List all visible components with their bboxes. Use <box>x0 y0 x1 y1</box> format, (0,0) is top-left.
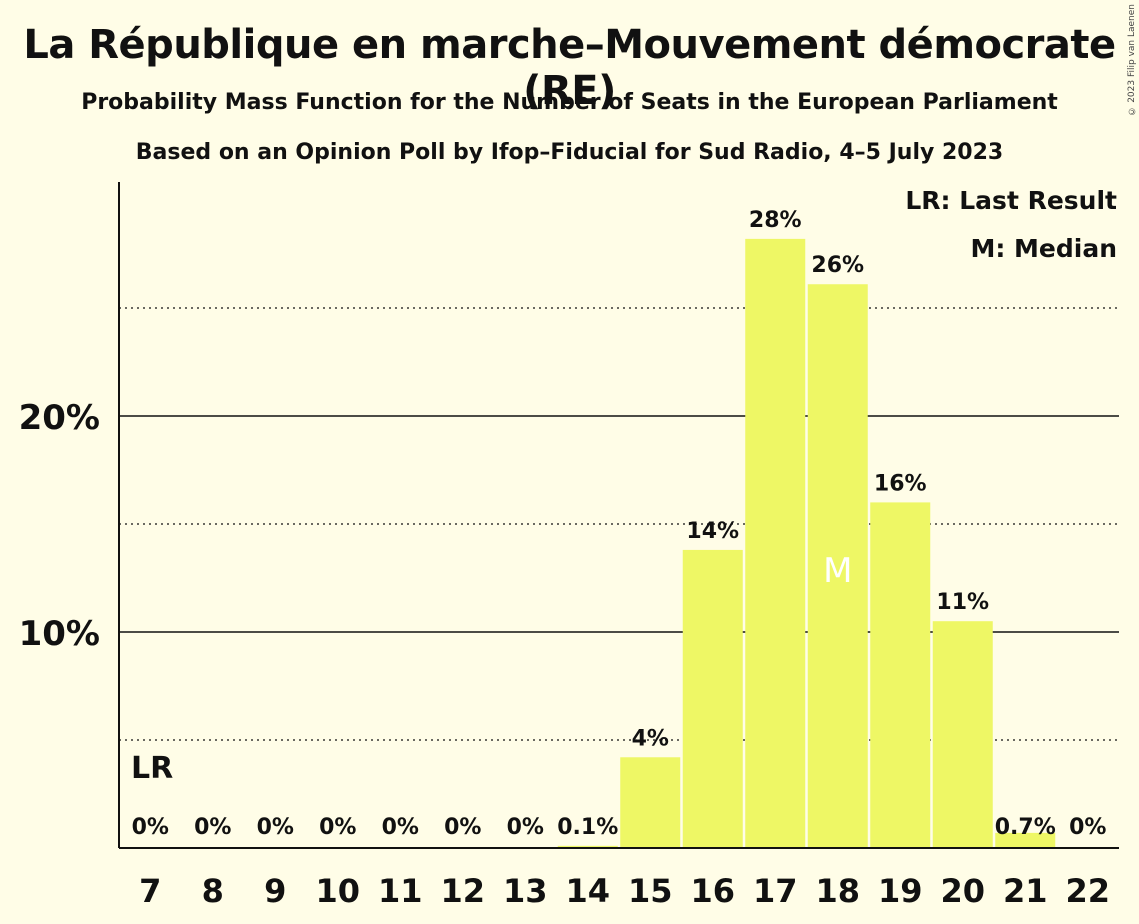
bar-seat-20 <box>932 621 993 848</box>
bar-value-label: 11% <box>936 590 989 615</box>
bar-value-label: 0% <box>507 815 544 840</box>
bar-seat-16 <box>682 549 743 848</box>
x-tick-label: 19 <box>878 872 923 910</box>
bar-value-label: 0% <box>257 815 294 840</box>
bar-value-label: 0% <box>319 815 356 840</box>
x-tick-label: 11 <box>378 872 423 910</box>
bar-value-label: 14% <box>686 519 739 544</box>
legend-entry: LR: Last Result <box>905 186 1117 215</box>
legend-entry: M: Median <box>970 234 1117 263</box>
x-tick-label: 8 <box>202 872 224 910</box>
x-tick-label: 16 <box>690 872 735 910</box>
bar-seat-19 <box>870 502 931 848</box>
x-tick-label: 15 <box>628 872 673 910</box>
bar-seat-14 <box>557 845 618 848</box>
median-marker: M <box>823 551 852 591</box>
chart-subtitle: Probability Mass Function for the Number… <box>81 90 1058 115</box>
bar-value-label: 28% <box>749 208 802 233</box>
bar-seat-21 <box>995 832 1056 848</box>
y-tick-label: 20% <box>19 398 100 438</box>
x-tick-label: 17 <box>753 872 798 910</box>
x-tick-label: 14 <box>565 872 610 910</box>
x-tick-label: 7 <box>139 872 161 910</box>
bar-seat-18 <box>807 284 868 848</box>
x-tick-label: 13 <box>503 872 548 910</box>
bar-value-label: 4% <box>632 726 669 751</box>
bar-value-label: 0.7% <box>995 815 1056 840</box>
chart-title: La République en marche–Mouvement démocr… <box>23 22 1116 114</box>
bar-value-label: 0% <box>382 815 419 840</box>
x-tick-label: 12 <box>440 872 485 910</box>
bar-value-label: 0% <box>1069 815 1106 840</box>
bar-seat-15 <box>620 757 681 848</box>
y-tick-label: 10% <box>19 614 100 654</box>
last-result-marker: LR <box>131 751 173 786</box>
x-tick-label: 22 <box>1065 872 1110 910</box>
bar-value-label: 0% <box>132 815 169 840</box>
x-tick-label: 20 <box>940 872 985 910</box>
bar-value-label: 26% <box>811 253 864 278</box>
x-tick-label: 10 <box>315 872 360 910</box>
chart-subtitle-source: Based on an Opinion Poll by Ifop–Fiducia… <box>135 140 1004 165</box>
x-tick-label: 21 <box>1003 872 1048 910</box>
x-tick-label: 9 <box>264 872 286 910</box>
bar-value-label: 0.1% <box>557 815 618 840</box>
x-tick-label: 18 <box>815 872 860 910</box>
bar-seat-17 <box>745 238 806 848</box>
bar-value-label: 0% <box>194 815 231 840</box>
bar-value-label: 16% <box>874 471 927 496</box>
bar-value-label: 0% <box>444 815 481 840</box>
